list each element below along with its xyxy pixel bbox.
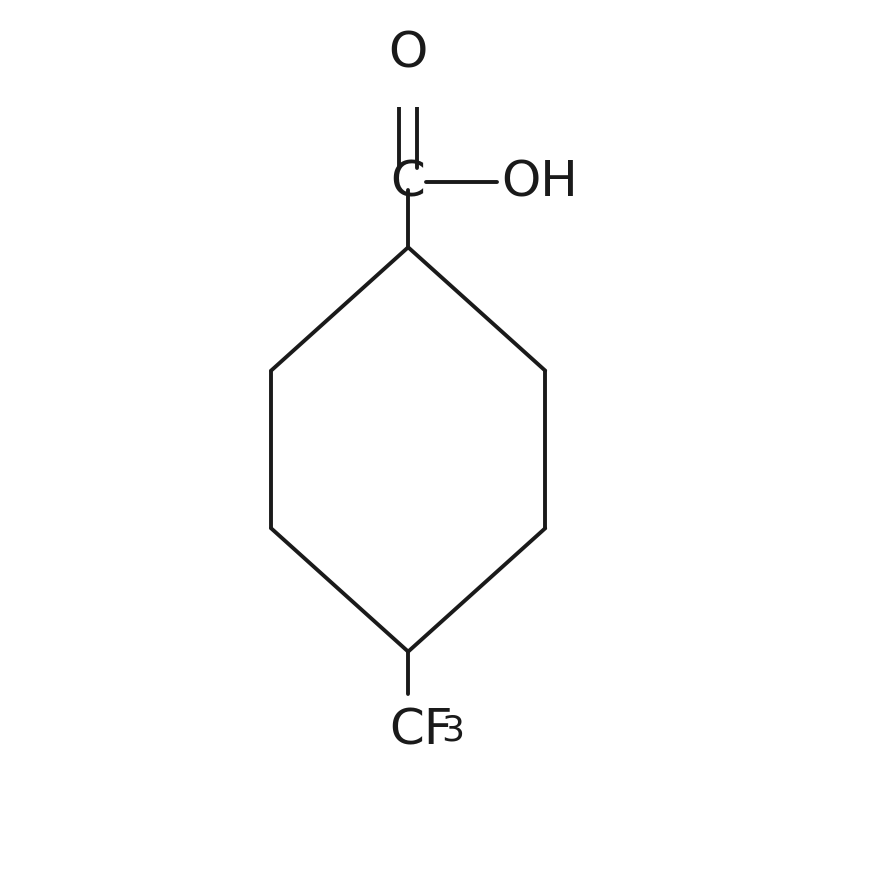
Text: OH: OH <box>501 158 578 206</box>
Text: C: C <box>391 158 425 206</box>
Text: CF: CF <box>389 707 453 755</box>
Text: 3: 3 <box>441 713 464 748</box>
Text: O: O <box>389 29 428 77</box>
